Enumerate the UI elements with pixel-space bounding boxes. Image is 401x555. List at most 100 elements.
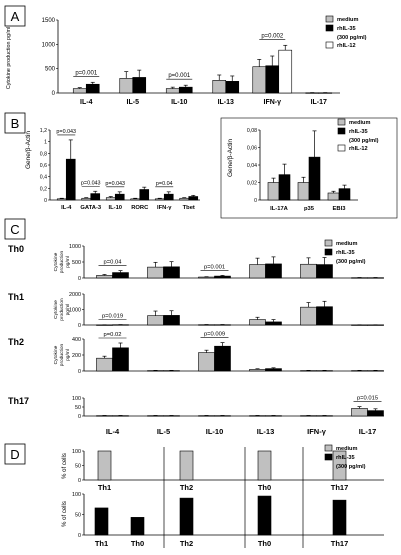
c-row0-y-axis-ticklabel-1: 500 bbox=[72, 260, 81, 266]
b-legend-label-0: medium bbox=[349, 120, 370, 126]
c-row3-y-axis-ticklabel-0: 0 bbox=[78, 414, 81, 420]
panel-label-d: D bbox=[10, 447, 19, 462]
c-row-label-0: Th0 bbox=[8, 244, 24, 254]
b2-bar bbox=[308, 156, 321, 201]
panel-label-a-box bbox=[4, 5, 26, 27]
a-bar bbox=[178, 86, 193, 94]
b-legend-swatch-0 bbox=[337, 118, 346, 126]
b1-bar bbox=[179, 197, 190, 201]
b1-y-axis-ticklabel-0: 0 bbox=[44, 198, 47, 204]
a-y-axis-ticklabel-1: 500 bbox=[45, 67, 56, 73]
d-top-bar bbox=[332, 450, 347, 481]
b1-y-axis-ticklabel-6: 1,2 bbox=[40, 128, 47, 134]
d-top-bar bbox=[97, 450, 112, 481]
a-xtick-4: IFN-γ bbox=[264, 99, 282, 106]
c-row1-y-axis-ticklabel-2: 2000 bbox=[69, 292, 81, 298]
c-bar-medium bbox=[198, 276, 215, 279]
panel-label-c-box bbox=[4, 218, 26, 240]
c-bar-medium bbox=[300, 306, 317, 326]
c-bar-medium bbox=[249, 369, 266, 372]
c-bar-il35 bbox=[214, 345, 231, 372]
d-legend-swatch-0 bbox=[324, 444, 333, 452]
a-bar bbox=[252, 66, 267, 94]
c-xtick-5: IL-17 bbox=[359, 427, 377, 436]
d-top-bar bbox=[179, 450, 194, 481]
a-legend-swatch-1 bbox=[325, 24, 334, 32]
c-xtick-0: IL-4 bbox=[106, 427, 120, 436]
a-pvalue-1: p=0.001 bbox=[168, 73, 191, 79]
c-legend-swatch-0 bbox=[324, 239, 333, 247]
d-top-y-axis-ticklabel-0: 0 bbox=[78, 478, 81, 484]
b2-y-axis-ticklabel-1: 0,02 bbox=[247, 181, 257, 187]
d-bot-xtick-3: Th0 bbox=[258, 539, 271, 548]
panel-label-d-box bbox=[4, 443, 26, 465]
d-legend-label-2: (300 pg/ml) bbox=[336, 464, 366, 470]
c-row0-y-axis-ticklabel-0: 0 bbox=[78, 276, 81, 282]
d-bot-bar bbox=[257, 495, 272, 536]
d-top-xtick-1: Th2 bbox=[180, 483, 193, 492]
d-top-bar bbox=[257, 450, 272, 481]
b1-y-label: Gene/β-Actin bbox=[25, 131, 32, 169]
b1-bar bbox=[90, 193, 101, 201]
c-row2-y-axis-ticklabel-0: 0 bbox=[78, 369, 81, 375]
d-top-xtick-0: Th1 bbox=[98, 483, 111, 492]
a-xtick-3: IL-13 bbox=[218, 99, 234, 106]
b1-bar bbox=[65, 158, 76, 201]
b1-xtick-5: Tbet bbox=[183, 205, 195, 211]
c-bar-il35 bbox=[163, 315, 180, 326]
b2-y-axis-ticklabel-3: 0,06 bbox=[247, 146, 257, 152]
b1-y-axis-ticklabel-1: 0,2 bbox=[40, 186, 47, 192]
a-bar bbox=[85, 83, 100, 94]
c-row-label-3: Th17 bbox=[8, 396, 29, 406]
b1-xtick-3: RORC bbox=[131, 205, 149, 211]
b1-y-axis-ticklabel-5: 1 bbox=[44, 140, 47, 146]
c-row3-pvalue-0: p=0.015 bbox=[357, 396, 378, 402]
d-top-xtick-2: Th0 bbox=[258, 483, 271, 492]
b1-y-axis-ticklabel-2: 0,4 bbox=[40, 175, 47, 181]
b2-bar bbox=[297, 182, 310, 201]
c-row0-y-label-2: pg/ml bbox=[65, 256, 71, 268]
a-pvalue-0: p=0.001 bbox=[75, 70, 98, 76]
d-top-xtick-3: Th17 bbox=[331, 483, 349, 492]
d-bot-y-label: % of cells bbox=[62, 501, 68, 527]
b-legend-label-1: rhIL-35 bbox=[349, 129, 368, 135]
c-row2-y-label-2: pg/ml bbox=[65, 349, 71, 361]
b1-bar bbox=[163, 193, 174, 201]
a-bar bbox=[72, 88, 87, 94]
b1-bar bbox=[81, 197, 92, 201]
c-legend-swatch-1 bbox=[324, 248, 333, 256]
d-bot-bar bbox=[94, 507, 109, 536]
c-bar-il35 bbox=[265, 263, 282, 279]
c-bar-medium bbox=[300, 263, 317, 279]
c-row1-y-axis-ticklabel-1: 1000 bbox=[69, 308, 81, 314]
a-bar bbox=[278, 49, 293, 94]
b1-pvalue-3: p=0.04 bbox=[156, 181, 173, 187]
d-bot-y-axis-ticklabel-1: 50 bbox=[75, 513, 81, 519]
c-bar-il35 bbox=[214, 275, 231, 279]
c-bar-il35 bbox=[316, 264, 333, 279]
c-row2-pvalue-1: p=0.009 bbox=[204, 332, 225, 338]
c-row3-y-axis-ticklabel-1: 50 bbox=[75, 405, 81, 411]
b2-xtick-0: IL-17A bbox=[270, 206, 289, 212]
c-row-label-1: Th1 bbox=[8, 292, 24, 302]
d-top-y-axis-ticklabel-1: 50 bbox=[75, 464, 81, 470]
c-row2-y-label-0: Cytokine bbox=[53, 345, 59, 364]
a-legend-label-2: (300 pg/ml) bbox=[337, 35, 367, 41]
b2-y-axis-ticklabel-0: 0 bbox=[254, 198, 257, 204]
b2-y-axis-ticklabel-2: 0,04 bbox=[247, 163, 257, 169]
c-row2-y-label-1: production bbox=[59, 343, 65, 366]
a-bar bbox=[212, 80, 227, 94]
c-row0-y-axis-ticklabel-2: 1000 bbox=[69, 244, 81, 250]
c-row-label-2: Th2 bbox=[8, 337, 24, 347]
c-bar-medium bbox=[198, 352, 215, 372]
d-legend-label-0: medium bbox=[336, 446, 357, 452]
c-row0-pvalue-0: p=0.04 bbox=[104, 260, 123, 266]
a-legend-label-3: rhIL-12 bbox=[337, 43, 356, 49]
a-legend-swatch-2 bbox=[325, 41, 334, 49]
c-row3-y-axis-ticklabel-2: 100 bbox=[72, 396, 81, 402]
b-legend-swatch-1 bbox=[337, 127, 346, 135]
c-row1-y-label-0: Cytokine bbox=[53, 300, 59, 319]
c-row1-y-label-2: pg/ml bbox=[65, 304, 71, 316]
d-legend-swatch-1 bbox=[324, 453, 333, 461]
